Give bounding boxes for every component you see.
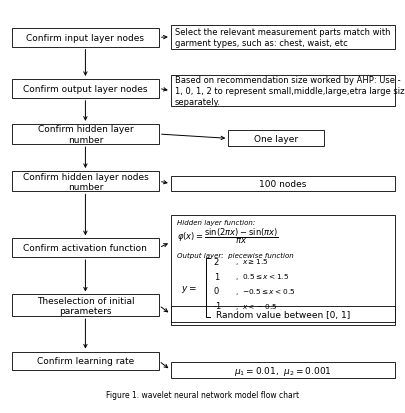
Text: Confirm hidden layer nodes
number: Confirm hidden layer nodes number: [23, 172, 148, 192]
Text: One layer: One layer: [254, 135, 298, 143]
FancyBboxPatch shape: [12, 124, 159, 145]
FancyBboxPatch shape: [12, 239, 159, 258]
FancyBboxPatch shape: [12, 351, 159, 370]
FancyBboxPatch shape: [12, 80, 159, 99]
Text: ,  $0.5{\leq}x{<}1.5$: , $0.5{\leq}x{<}1.5$: [235, 271, 290, 281]
Text: Confirm learning rate: Confirm learning rate: [37, 356, 134, 366]
Text: Hidden layer function:: Hidden layer function:: [177, 219, 255, 225]
FancyBboxPatch shape: [171, 76, 395, 107]
Text: -1: -1: [213, 302, 222, 311]
Text: Confirm output layer nodes: Confirm output layer nodes: [23, 85, 148, 94]
FancyBboxPatch shape: [12, 295, 159, 316]
Text: Confirm hidden layer
number: Confirm hidden layer number: [38, 125, 133, 145]
Text: Based on recommendation size worked by AHP: Use -
1, 0, 1, 2 to represent small,: Based on recommendation size worked by A…: [175, 76, 405, 107]
FancyBboxPatch shape: [12, 29, 159, 47]
FancyBboxPatch shape: [171, 215, 395, 325]
Text: $y=$: $y=$: [181, 283, 196, 294]
Text: 100 nodes: 100 nodes: [259, 180, 307, 189]
Text: 0: 0: [213, 287, 219, 296]
Text: ,  $x{<}-0.5$: , $x{<}-0.5$: [235, 301, 278, 311]
Text: 2: 2: [213, 257, 219, 266]
Text: $\varphi(x)=\dfrac{\sin(2\pi x)-\sin(\pi x)}{\pi x}$: $\varphi(x)=\dfrac{\sin(2\pi x)-\sin(\pi…: [177, 226, 279, 245]
Text: $\mu_1=0.01$,  $\mu_2=0.001$: $\mu_1=0.01$, $\mu_2=0.001$: [234, 363, 332, 377]
Text: Figure 1. wavelet neural network model flow chart: Figure 1. wavelet neural network model f…: [106, 390, 299, 399]
FancyBboxPatch shape: [228, 131, 324, 147]
Text: Output layer:  piecewise function: Output layer: piecewise function: [177, 252, 294, 259]
FancyBboxPatch shape: [171, 26, 395, 50]
FancyBboxPatch shape: [171, 176, 395, 192]
Text: Confirm activation function: Confirm activation function: [23, 244, 147, 253]
Text: Confirm input layer nodes: Confirm input layer nodes: [26, 34, 145, 43]
Text: Select the relevant measurement parts match with
garment types, such as: chest, : Select the relevant measurement parts ma…: [175, 28, 390, 48]
FancyBboxPatch shape: [171, 362, 395, 378]
Text: Random value between [0, 1]: Random value between [0, 1]: [216, 310, 350, 319]
Text: 1: 1: [213, 272, 219, 281]
Text: Theselection of initial
parameters: Theselection of initial parameters: [36, 296, 134, 315]
Text: ,  $x{\geq}1.5$: , $x{\geq}1.5$: [235, 256, 269, 266]
Text: ,  $-0.5{\leq}x{<}0.5$: , $-0.5{\leq}x{<}0.5$: [235, 286, 296, 296]
FancyBboxPatch shape: [12, 171, 159, 192]
FancyBboxPatch shape: [171, 306, 395, 322]
